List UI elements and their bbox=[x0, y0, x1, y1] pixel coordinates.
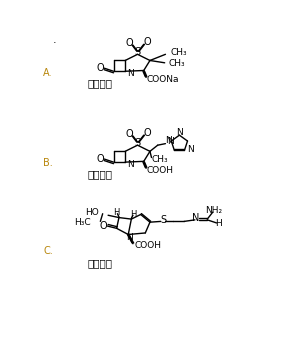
Text: N: N bbox=[126, 233, 133, 242]
Text: COONa: COONa bbox=[147, 75, 179, 84]
Text: H: H bbox=[131, 210, 137, 219]
Text: HO: HO bbox=[85, 209, 99, 217]
Text: COOH: COOH bbox=[135, 241, 162, 250]
Text: S: S bbox=[160, 215, 166, 225]
Text: CH₃: CH₃ bbox=[169, 59, 185, 68]
Text: ·: · bbox=[53, 38, 56, 49]
Text: S: S bbox=[135, 47, 141, 57]
Text: N: N bbox=[192, 214, 199, 223]
Text: 舒巴坦钠: 舒巴坦钠 bbox=[88, 79, 113, 89]
Text: H₃C: H₃C bbox=[74, 218, 91, 228]
Text: O: O bbox=[126, 38, 134, 48]
Text: O: O bbox=[96, 154, 104, 164]
Text: CH₃: CH₃ bbox=[170, 48, 187, 57]
Text: N: N bbox=[127, 69, 134, 78]
Text: NH₂: NH₂ bbox=[205, 206, 222, 215]
Text: N: N bbox=[165, 136, 171, 145]
Text: N: N bbox=[127, 160, 134, 169]
Text: A.: A. bbox=[43, 68, 52, 78]
Text: O: O bbox=[100, 221, 107, 231]
Text: N: N bbox=[188, 145, 194, 154]
Text: 亚胺培南: 亚胺培南 bbox=[88, 258, 113, 268]
Text: 他唑巴坦: 他唑巴坦 bbox=[88, 169, 113, 180]
Text: S: S bbox=[135, 138, 141, 148]
Text: C.: C. bbox=[43, 246, 53, 257]
Text: N: N bbox=[167, 137, 174, 146]
Text: O: O bbox=[143, 128, 151, 138]
Text: H: H bbox=[113, 209, 120, 217]
Text: CH₃: CH₃ bbox=[151, 155, 168, 163]
Text: COOH: COOH bbox=[147, 166, 174, 175]
Text: O: O bbox=[143, 37, 151, 47]
Text: B.: B. bbox=[43, 158, 53, 168]
Text: N: N bbox=[176, 128, 183, 137]
Text: O: O bbox=[96, 63, 104, 73]
Text: H: H bbox=[215, 219, 222, 228]
Text: O: O bbox=[126, 129, 134, 139]
